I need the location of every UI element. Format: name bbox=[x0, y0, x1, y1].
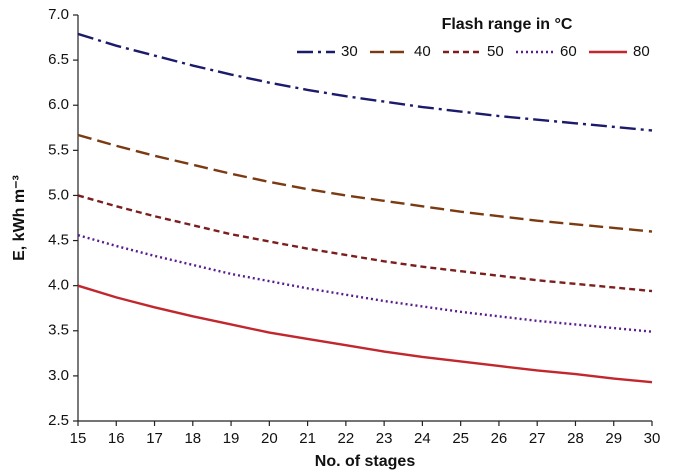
x-tick-label: 23 bbox=[376, 430, 393, 447]
y-tick-label: 4.5 bbox=[48, 232, 69, 249]
x-tick-label: 17 bbox=[146, 430, 163, 447]
y-tick-label: 4.0 bbox=[48, 277, 69, 294]
series-line bbox=[77, 233, 653, 333]
series-line bbox=[77, 133, 653, 233]
x-tick-label: 16 bbox=[108, 430, 125, 447]
legend-label: 40 bbox=[414, 43, 431, 60]
x-tick-label: 29 bbox=[605, 430, 622, 447]
x-tick-label: 26 bbox=[491, 430, 508, 447]
legend-label: 50 bbox=[487, 43, 504, 60]
x-tick-label: 28 bbox=[567, 430, 584, 447]
series-line bbox=[77, 194, 653, 293]
x-tick-label: 30 bbox=[644, 430, 661, 447]
legend-label: 60 bbox=[560, 43, 577, 60]
x-tick-label: 18 bbox=[184, 430, 201, 447]
legend-title: Flash range in °C bbox=[442, 16, 573, 33]
x-tick-label: 27 bbox=[529, 430, 546, 447]
y-tick-label: 6.5 bbox=[48, 51, 69, 68]
x-tick-label: 20 bbox=[261, 430, 278, 447]
x-tick-label: 15 bbox=[70, 430, 87, 447]
y-tick-label: 2.5 bbox=[48, 412, 69, 429]
series-line bbox=[77, 284, 653, 384]
y-tick-label: 6.0 bbox=[48, 96, 69, 113]
x-tick-label: 21 bbox=[299, 430, 316, 447]
y-axis-label: E, kWh m⁻³ bbox=[11, 175, 28, 261]
x-tick-label: 22 bbox=[338, 430, 355, 447]
y-tick-label: 5.0 bbox=[48, 186, 69, 203]
y-tick-label: 7.0 bbox=[48, 6, 69, 23]
legend-label: 80 bbox=[633, 43, 650, 60]
x-tick-label: 24 bbox=[414, 430, 431, 447]
y-tick-label: 5.5 bbox=[48, 141, 69, 158]
y-tick-label: 3.5 bbox=[48, 322, 69, 339]
x-axis-label: No. of stages bbox=[315, 453, 416, 470]
x-tick-label: 25 bbox=[452, 430, 469, 447]
legend-label: 30 bbox=[341, 43, 358, 60]
x-tick-label: 19 bbox=[223, 430, 240, 447]
y-tick-label: 3.0 bbox=[48, 367, 69, 384]
series-line bbox=[77, 32, 653, 132]
